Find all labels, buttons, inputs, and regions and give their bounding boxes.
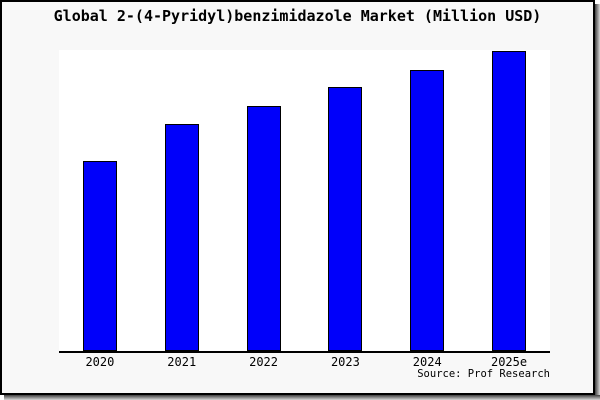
- source-credit: Source: Prof Research: [417, 368, 550, 380]
- bar-2022: [246, 106, 281, 351]
- x-tick-label-2023: 2023: [330, 355, 360, 369]
- frame-shadow-right: [595, 4, 600, 400]
- bar-2024: [410, 70, 445, 351]
- bar-slot-2025e: [468, 50, 550, 351]
- bar-slot-2023: [304, 50, 386, 351]
- x-tick-label-2022: 2022: [249, 355, 279, 369]
- bar-2025e: [492, 51, 527, 351]
- bar-slot-2022: [223, 50, 305, 351]
- x-tick-label-2024: 2024: [412, 355, 442, 369]
- bar-slot-2020: [59, 50, 141, 351]
- bar-slot-2024: [386, 50, 468, 351]
- x-tick-label-2025e: 2025e: [490, 355, 528, 369]
- frame-shadow-bottom: [4, 395, 600, 400]
- bar-2023: [328, 87, 363, 351]
- x-axis-tick-labels: 2020 2021 2022 2023 2024 2025e: [59, 355, 550, 369]
- plot-area: [59, 50, 550, 353]
- bar-2020: [82, 161, 117, 351]
- x-tick-label-2020: 2020: [85, 355, 115, 369]
- bar-2021: [164, 124, 199, 351]
- chart-title: Global 2-(4-Pyridyl)benzimidazole Market…: [53, 7, 542, 25]
- bar-slot-2021: [141, 50, 223, 351]
- x-tick-label-2021: 2021: [167, 355, 197, 369]
